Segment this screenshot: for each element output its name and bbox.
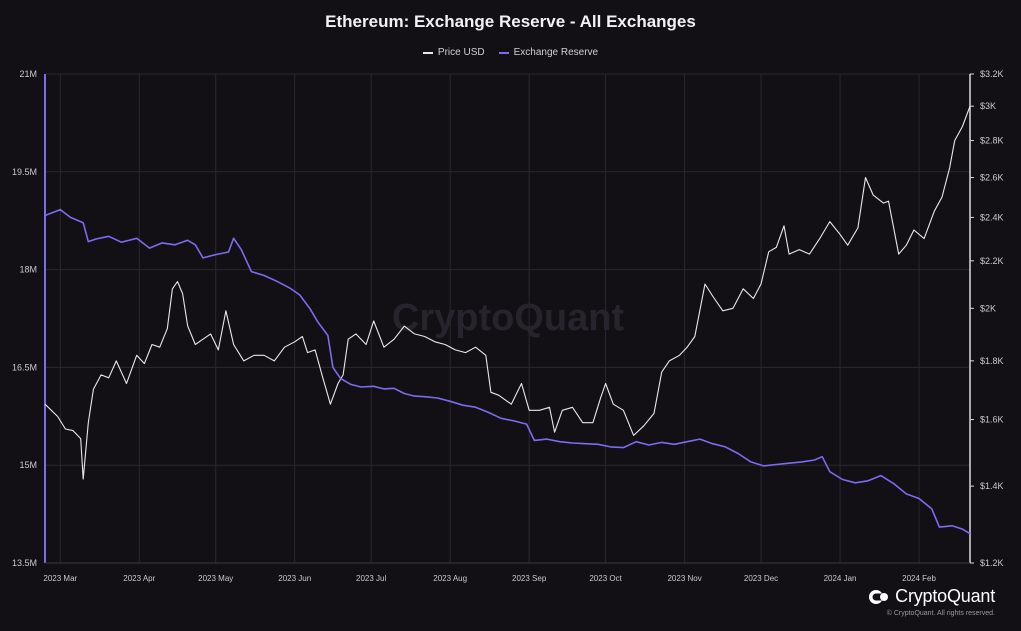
- y-right-tick-label: $2.8K: [980, 136, 1004, 146]
- x-tick-label: 2023 Aug: [433, 574, 467, 583]
- x-tick-label: 2023 Apr: [123, 574, 155, 583]
- chart-title: Ethereum: Exchange Reserve - All Exchang…: [325, 12, 696, 31]
- x-tick-label: 2023 Sep: [512, 574, 547, 583]
- x-tick-label: 2023 Mar: [43, 574, 77, 583]
- y-right-tick-label: $2.2K: [980, 256, 1004, 266]
- y-right-tick-label: $1.2K: [980, 558, 1004, 568]
- y-right-tick-label: $2K: [980, 303, 996, 313]
- legend-swatch-reserve: [498, 51, 509, 54]
- y-left-tick-label: 15M: [19, 460, 37, 470]
- y-right-tick-label: $2.4K: [980, 212, 1004, 222]
- series-line-exchange-reserve: [44, 208, 971, 535]
- y-left-tick-label: 18M: [19, 265, 37, 275]
- y-right-tick-label: $2.6K: [980, 173, 1004, 183]
- legend-swatch-price: [422, 51, 433, 54]
- y-right-tick-label: $3.2K: [980, 69, 1004, 79]
- legend-label-price: Price USD: [437, 47, 485, 58]
- y-left-tick-label: 16.5M: [12, 362, 37, 372]
- y-left-tick-label: 19.5M: [12, 167, 37, 177]
- cryptoquant-logo-icon: [869, 589, 889, 604]
- series-line-price: [44, 106, 971, 480]
- brand-name: CryptoQuant: [895, 586, 995, 606]
- x-tick-label: 2023 Jun: [278, 574, 311, 583]
- y-right-tick-label: $1.6K: [980, 415, 1004, 425]
- copyright-text: © CryptoQuant. All rights reserved.: [886, 610, 995, 617]
- y-right-tick-label: $3K: [980, 101, 996, 111]
- legend-label-reserve: Exchange Reserve: [513, 47, 599, 58]
- x-tick-label: 2024 Jan: [824, 574, 857, 583]
- x-tick-label: 2023 Dec: [744, 574, 778, 583]
- legend: Price USD Exchange Reserve: [0, 47, 1021, 58]
- y-right-tick-label: $1.4K: [980, 481, 1004, 491]
- y-right-tick-label: $1.8K: [980, 356, 1004, 366]
- x-tick-label: 2024 Feb: [902, 574, 936, 583]
- legend-item-reserve[interactable]: Exchange Reserve: [498, 47, 599, 58]
- y-left-tick-label: 13.5M: [12, 558, 37, 568]
- y-left-tick-label: 21M: [19, 69, 37, 79]
- x-tick-label: 2023 Oct: [589, 574, 622, 583]
- watermark: CryptoQuant: [392, 297, 625, 339]
- x-tick-label: 2023 May: [198, 574, 233, 583]
- x-tick-label: 2023 Nov: [667, 574, 701, 583]
- brand-logo: CryptoQuant: [869, 586, 995, 607]
- legend-item-price[interactable]: Price USD: [422, 47, 485, 58]
- x-tick-label: 2023 Jul: [356, 574, 386, 583]
